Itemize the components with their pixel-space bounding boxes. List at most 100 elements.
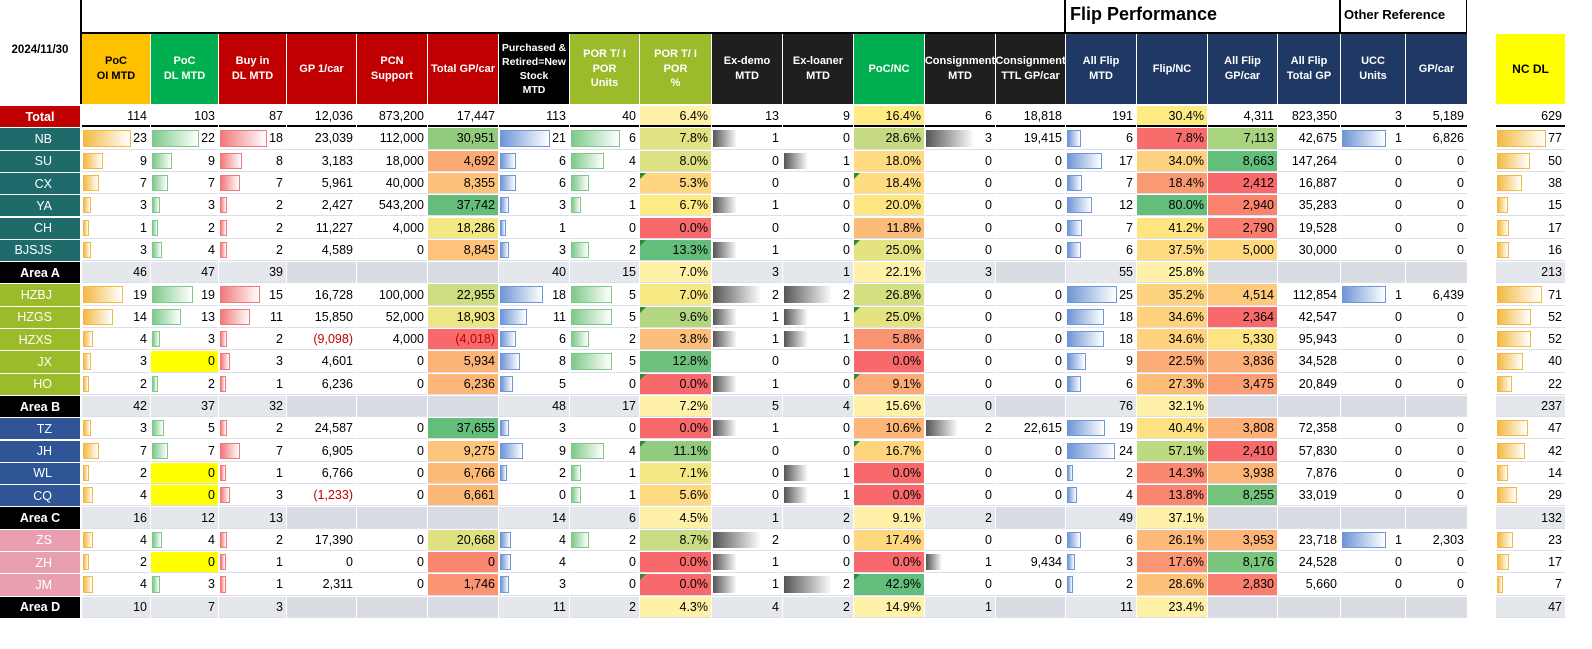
cell-cx-6: 8,355 — [428, 172, 498, 195]
cell-value: 3 — [140, 354, 147, 369]
cell-total-2: 103 — [151, 106, 218, 128]
cell-value: 4 — [629, 443, 636, 458]
cell-jh-7: 9 — [499, 440, 569, 462]
cell-value: 2 — [276, 242, 283, 257]
cell-jm-15: 2 — [1066, 574, 1136, 596]
cell-zh-18: 24,528 — [1278, 552, 1340, 574]
cell-zh-9: 0.0% — [640, 552, 711, 574]
cell-value: 48 — [552, 399, 566, 414]
data-bar — [1342, 130, 1386, 147]
cell-value: 4 — [140, 488, 147, 503]
cell-value: 0 — [985, 287, 992, 302]
cell-value: 28.6% — [885, 131, 921, 146]
cell-value: 1 — [1395, 287, 1402, 302]
cell-value: 0 — [1395, 555, 1402, 570]
data-bar — [713, 286, 761, 303]
cell-area-b-14 — [996, 395, 1065, 418]
cell-tz-3: 2 — [219, 418, 286, 440]
column-header-14: Consignment TTL GP/car — [996, 34, 1065, 104]
cell-area-a-21: 213 — [1496, 262, 1565, 284]
cell-value: 9 — [559, 443, 566, 458]
report-date: 2024/11/30 — [11, 44, 69, 57]
cell-tz-21: 47 — [1496, 418, 1565, 440]
data-bar — [83, 219, 89, 236]
row-label-hzgs: HZGS — [0, 306, 80, 328]
cell-value: 19 — [133, 287, 147, 302]
cell-hzgs-19: 0 — [1341, 306, 1405, 328]
cell-value: 17 — [622, 399, 636, 414]
cell-ho-4: 6,236 — [287, 373, 356, 395]
data-bar — [1067, 554, 1075, 571]
cell-ch-13: 0 — [925, 217, 995, 239]
cell-value: 20,668 — [456, 532, 495, 547]
cell-value: 1 — [276, 577, 283, 592]
cell-cx-16: 18.4% — [1137, 172, 1207, 195]
cell-value: 0 — [417, 465, 424, 480]
cell-value: 34.0% — [1168, 153, 1204, 168]
cell-cq-15: 4 — [1066, 485, 1136, 507]
cell-bjsjs-1: 3 — [82, 239, 150, 262]
cell-value: 77 — [1548, 131, 1562, 146]
cell-value: 0 — [208, 555, 215, 570]
cell-value: 2 — [276, 220, 283, 235]
cell-area-c-11: 2 — [783, 507, 853, 529]
cell-value: 13 — [269, 510, 283, 525]
cell-cq-7: 0 — [499, 485, 569, 507]
cell-zs-3: 2 — [219, 529, 286, 551]
data-bar — [1497, 487, 1517, 504]
cell-value: 2 — [559, 465, 566, 480]
cell-total-20: 5,189 — [1406, 106, 1467, 128]
cell-value: 9.1% — [892, 510, 922, 525]
cell-value: 32 — [269, 399, 283, 414]
cell-jx-15: 9 — [1066, 351, 1136, 373]
comment-marker-icon — [640, 239, 646, 246]
cell-zs-6: 20,668 — [428, 529, 498, 551]
cell-value: 11 — [553, 309, 566, 324]
cell-zs-9: 8.7% — [640, 529, 711, 551]
cell-value: 1 — [276, 465, 283, 480]
cell-jm-18: 5,660 — [1278, 574, 1340, 596]
cell-ya-6: 37,742 — [428, 195, 498, 217]
cell-value: 0 — [1457, 465, 1464, 480]
cell-value: 15,850 — [314, 309, 353, 324]
cell-wl-8: 1 — [570, 462, 639, 485]
cell-ch-4: 11,227 — [287, 217, 356, 239]
cell-zh-20: 0 — [1406, 552, 1467, 574]
cell-hzbj-14: 0 — [996, 284, 1065, 306]
cell-area-a-20 — [1406, 262, 1467, 284]
cell-cx-20: 0 — [1406, 172, 1467, 195]
cell-zs-16: 26.1% — [1137, 529, 1207, 551]
cell-value: 19,528 — [1298, 220, 1337, 235]
header-top-border — [82, 32, 1467, 34]
cell-value: 2 — [629, 532, 636, 547]
cell-bjsjs-5: 0 — [357, 239, 427, 262]
cell-value: 2 — [843, 287, 850, 302]
column-header-13: Consignment MTD — [925, 34, 995, 104]
cell-value: 0 — [1395, 309, 1402, 324]
cell-value: 5.6% — [679, 488, 709, 503]
cell-cq-14: 0 — [996, 485, 1065, 507]
cell-value: 0 — [843, 532, 850, 547]
cell-value: 2 — [772, 287, 779, 302]
cell-value: 7 — [1126, 220, 1133, 235]
cell-nb-20: 6,826 — [1406, 128, 1467, 150]
cell-ho-14: 0 — [996, 373, 1065, 395]
cell-value: 1 — [772, 198, 779, 213]
cell-value: 5 — [629, 287, 636, 302]
cell-zh-16: 17.6% — [1137, 552, 1207, 574]
cell-area-d-18 — [1278, 596, 1340, 618]
cell-ya-9: 6.7% — [640, 195, 711, 217]
cell-value: 9 — [843, 108, 850, 123]
cell-value: 0 — [985, 577, 992, 592]
cell-cx-4: 5,961 — [287, 172, 356, 195]
cell-value: 17 — [1548, 555, 1562, 570]
row-label-ho: HO — [0, 373, 80, 395]
cell-value: 23 — [1548, 532, 1562, 547]
cell-value: 3 — [276, 488, 283, 503]
cell-value: 0.0% — [892, 465, 922, 480]
data-bar — [152, 442, 169, 459]
cell-ho-10: 1 — [712, 373, 782, 395]
data-bar — [500, 308, 528, 325]
cell-value: 2 — [629, 176, 636, 191]
cell-value: 0 — [1395, 577, 1402, 592]
